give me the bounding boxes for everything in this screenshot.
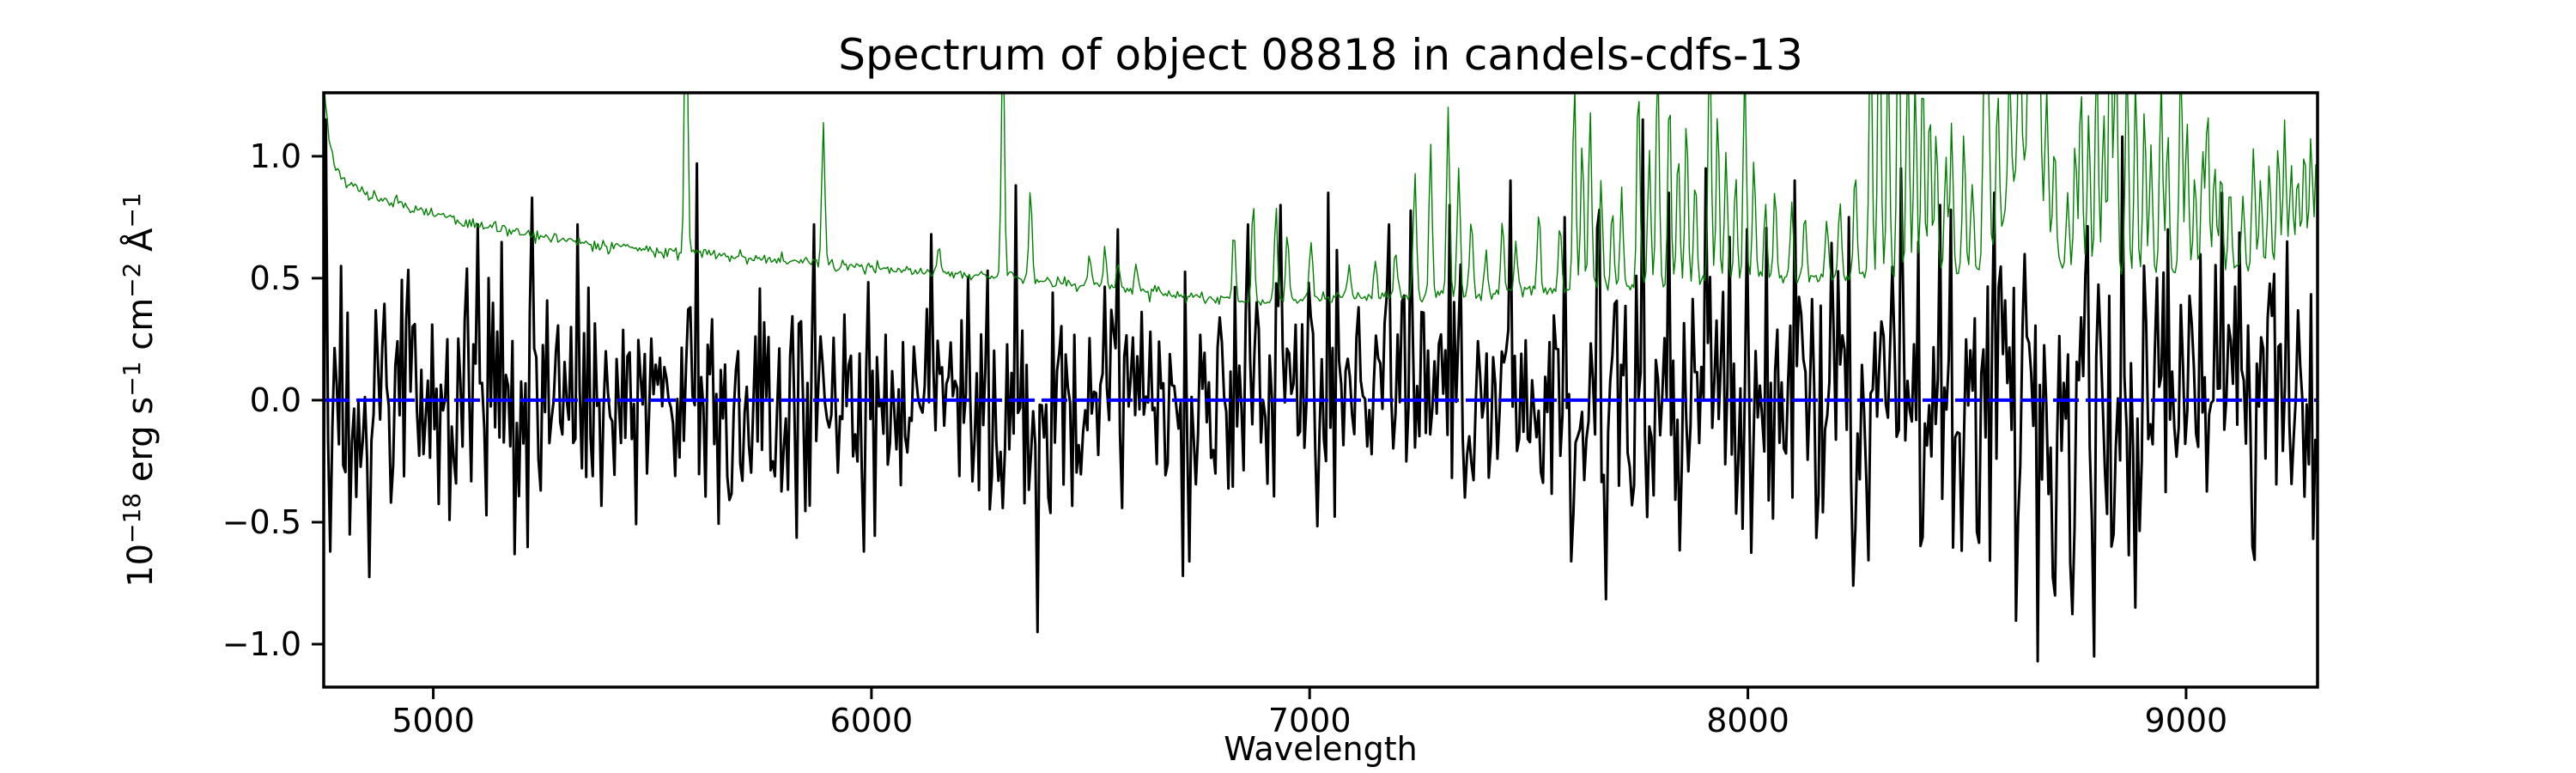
x-tick-label: 7000 bbox=[1268, 702, 1352, 740]
y-tick-label: 0.0 bbox=[250, 381, 301, 419]
plot-title: Spectrum of object 08818 in candels-cdfs… bbox=[838, 30, 1803, 80]
y-tick-label: −0.5 bbox=[222, 503, 301, 541]
y-axis-label: 10−18 erg s−1 cm−2 Å−1 bbox=[117, 192, 161, 587]
y-tick-label: −1.0 bbox=[222, 625, 301, 663]
x-axis-label: Wavelength bbox=[1224, 730, 1418, 768]
sky-noise-spectrum-line bbox=[324, 93, 2318, 307]
axis-spines bbox=[322, 91, 2319, 689]
object-spectrum-line bbox=[324, 118, 2318, 663]
x-tick-label: 8000 bbox=[1706, 702, 1789, 740]
x-tick-label: 5000 bbox=[392, 702, 475, 740]
y-tick-label: 0.5 bbox=[250, 259, 301, 297]
plot-area bbox=[324, 93, 2318, 663]
y-tick-label: 1.0 bbox=[250, 137, 301, 175]
x-tick-label: 6000 bbox=[830, 702, 914, 740]
x-tick-label: 9000 bbox=[2145, 702, 2228, 740]
